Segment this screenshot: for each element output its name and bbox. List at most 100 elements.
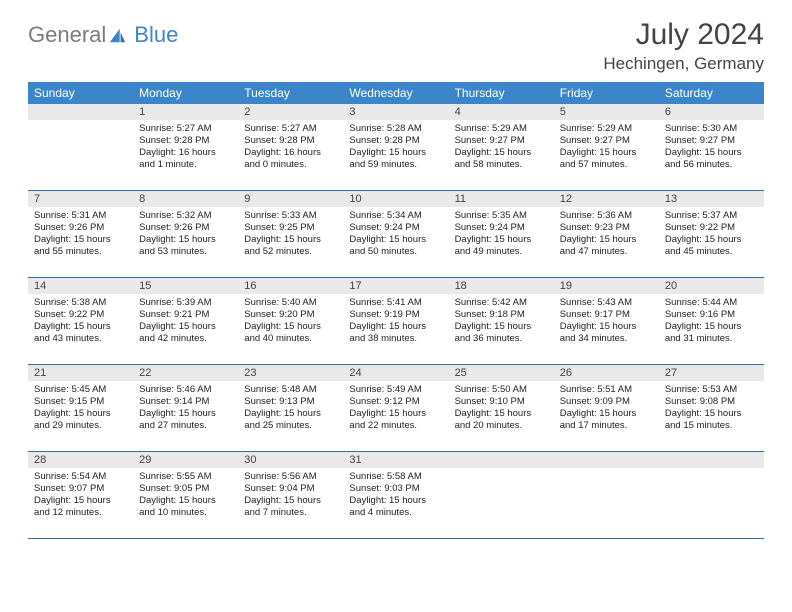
sunset-line: Sunset: 9:28 PM (349, 135, 442, 147)
calendar-week-row: 14Sunrise: 5:38 AMSunset: 9:22 PMDayligh… (28, 278, 764, 365)
daylight-line: Daylight: 15 hours and 4 minutes. (349, 495, 442, 519)
sunrise-line: Sunrise: 5:58 AM (349, 471, 442, 483)
sunrise-line: Sunrise: 5:35 AM (455, 210, 548, 222)
sunrise-line: Sunrise: 5:48 AM (244, 384, 337, 396)
day-number: 6 (659, 104, 764, 120)
calendar-cell (28, 104, 133, 191)
brand-logo: General Blue (28, 22, 178, 48)
daylight-line: Daylight: 15 hours and 40 minutes. (244, 321, 337, 345)
daylight-line: Daylight: 15 hours and 29 minutes. (34, 408, 127, 432)
day-body-empty (659, 468, 764, 531)
day-body: Sunrise: 5:37 AMSunset: 9:22 PMDaylight:… (659, 207, 764, 262)
sunrise-line: Sunrise: 5:40 AM (244, 297, 337, 309)
sunset-line: Sunset: 9:27 PM (455, 135, 548, 147)
calendar-week-row: 21Sunrise: 5:45 AMSunset: 9:15 PMDayligh… (28, 365, 764, 452)
day-body: Sunrise: 5:43 AMSunset: 9:17 PMDaylight:… (554, 294, 659, 349)
calendar-cell: 15Sunrise: 5:39 AMSunset: 9:21 PMDayligh… (133, 278, 238, 365)
calendar-cell: 14Sunrise: 5:38 AMSunset: 9:22 PMDayligh… (28, 278, 133, 365)
calendar-cell: 5Sunrise: 5:29 AMSunset: 9:27 PMDaylight… (554, 104, 659, 191)
day-body: Sunrise: 5:29 AMSunset: 9:27 PMDaylight:… (554, 120, 659, 175)
daylight-line: Daylight: 16 hours and 1 minute. (139, 147, 232, 171)
day-number: 4 (449, 104, 554, 120)
sunset-line: Sunset: 9:28 PM (244, 135, 337, 147)
sunset-line: Sunset: 9:18 PM (455, 309, 548, 321)
calendar-cell: 26Sunrise: 5:51 AMSunset: 9:09 PMDayligh… (554, 365, 659, 452)
calendar-cell (554, 452, 659, 539)
day-number: 23 (238, 365, 343, 381)
day-body: Sunrise: 5:44 AMSunset: 9:16 PMDaylight:… (659, 294, 764, 349)
sunrise-line: Sunrise: 5:27 AM (244, 123, 337, 135)
sunrise-line: Sunrise: 5:32 AM (139, 210, 232, 222)
day-number: 19 (554, 278, 659, 294)
daylight-line: Daylight: 15 hours and 25 minutes. (244, 408, 337, 432)
sunset-line: Sunset: 9:16 PM (665, 309, 758, 321)
calendar-cell: 9Sunrise: 5:33 AMSunset: 9:25 PMDaylight… (238, 191, 343, 278)
calendar-cell (449, 452, 554, 539)
day-number: 20 (659, 278, 764, 294)
day-body: Sunrise: 5:58 AMSunset: 9:03 PMDaylight:… (343, 468, 448, 523)
daylight-line: Daylight: 15 hours and 49 minutes. (455, 234, 548, 258)
day-number (449, 452, 554, 468)
day-body: Sunrise: 5:32 AMSunset: 9:26 PMDaylight:… (133, 207, 238, 262)
day-body-empty (449, 468, 554, 531)
calendar-cell: 29Sunrise: 5:55 AMSunset: 9:05 PMDayligh… (133, 452, 238, 539)
calendar-cell: 3Sunrise: 5:28 AMSunset: 9:28 PMDaylight… (343, 104, 448, 191)
calendar-cell: 17Sunrise: 5:41 AMSunset: 9:19 PMDayligh… (343, 278, 448, 365)
day-body: Sunrise: 5:27 AMSunset: 9:28 PMDaylight:… (238, 120, 343, 175)
day-header: Thursday (449, 82, 554, 104)
calendar-page: General Blue July 2024 Hechingen, German… (0, 0, 792, 612)
sunset-line: Sunset: 9:04 PM (244, 483, 337, 495)
day-number: 10 (343, 191, 448, 207)
day-header: Saturday (659, 82, 764, 104)
sunrise-line: Sunrise: 5:51 AM (560, 384, 653, 396)
day-number: 27 (659, 365, 764, 381)
day-number: 11 (449, 191, 554, 207)
calendar-cell: 22Sunrise: 5:46 AMSunset: 9:14 PMDayligh… (133, 365, 238, 452)
sunset-line: Sunset: 9:27 PM (665, 135, 758, 147)
day-number: 13 (659, 191, 764, 207)
sunset-line: Sunset: 9:20 PM (244, 309, 337, 321)
day-body: Sunrise: 5:49 AMSunset: 9:12 PMDaylight:… (343, 381, 448, 436)
calendar-cell: 2Sunrise: 5:27 AMSunset: 9:28 PMDaylight… (238, 104, 343, 191)
title-block: July 2024 Hechingen, Germany (603, 18, 764, 74)
day-number: 17 (343, 278, 448, 294)
sunset-line: Sunset: 9:07 PM (34, 483, 127, 495)
day-body: Sunrise: 5:55 AMSunset: 9:05 PMDaylight:… (133, 468, 238, 523)
day-number: 24 (343, 365, 448, 381)
daylight-line: Daylight: 15 hours and 42 minutes. (139, 321, 232, 345)
daylight-line: Daylight: 15 hours and 56 minutes. (665, 147, 758, 171)
sunrise-line: Sunrise: 5:30 AM (665, 123, 758, 135)
sunrise-line: Sunrise: 5:56 AM (244, 471, 337, 483)
brand-part-1: General (28, 22, 106, 48)
sunset-line: Sunset: 9:26 PM (139, 222, 232, 234)
day-number: 12 (554, 191, 659, 207)
sunrise-line: Sunrise: 5:31 AM (34, 210, 127, 222)
day-body: Sunrise: 5:35 AMSunset: 9:24 PMDaylight:… (449, 207, 554, 262)
sunrise-line: Sunrise: 5:34 AM (349, 210, 442, 222)
sunset-line: Sunset: 9:24 PM (349, 222, 442, 234)
day-number: 2 (238, 104, 343, 120)
daylight-line: Daylight: 15 hours and 17 minutes. (560, 408, 653, 432)
daylight-line: Daylight: 15 hours and 55 minutes. (34, 234, 127, 258)
brand-part-2: Blue (134, 22, 178, 48)
calendar-cell: 25Sunrise: 5:50 AMSunset: 9:10 PMDayligh… (449, 365, 554, 452)
sunrise-line: Sunrise: 5:39 AM (139, 297, 232, 309)
day-number (659, 452, 764, 468)
sunset-line: Sunset: 9:14 PM (139, 396, 232, 408)
calendar-cell: 10Sunrise: 5:34 AMSunset: 9:24 PMDayligh… (343, 191, 448, 278)
daylight-line: Daylight: 15 hours and 45 minutes. (665, 234, 758, 258)
page-header: General Blue July 2024 Hechingen, German… (28, 18, 764, 74)
calendar-cell: 8Sunrise: 5:32 AMSunset: 9:26 PMDaylight… (133, 191, 238, 278)
day-body: Sunrise: 5:40 AMSunset: 9:20 PMDaylight:… (238, 294, 343, 349)
sunset-line: Sunset: 9:23 PM (560, 222, 653, 234)
day-number: 3 (343, 104, 448, 120)
day-number: 31 (343, 452, 448, 468)
sunset-line: Sunset: 9:21 PM (139, 309, 232, 321)
day-body: Sunrise: 5:48 AMSunset: 9:13 PMDaylight:… (238, 381, 343, 436)
calendar-week-row: 28Sunrise: 5:54 AMSunset: 9:07 PMDayligh… (28, 452, 764, 539)
daylight-line: Daylight: 15 hours and 22 minutes. (349, 408, 442, 432)
sunset-line: Sunset: 9:28 PM (139, 135, 232, 147)
sunset-line: Sunset: 9:03 PM (349, 483, 442, 495)
sunset-line: Sunset: 9:12 PM (349, 396, 442, 408)
day-body: Sunrise: 5:54 AMSunset: 9:07 PMDaylight:… (28, 468, 133, 523)
